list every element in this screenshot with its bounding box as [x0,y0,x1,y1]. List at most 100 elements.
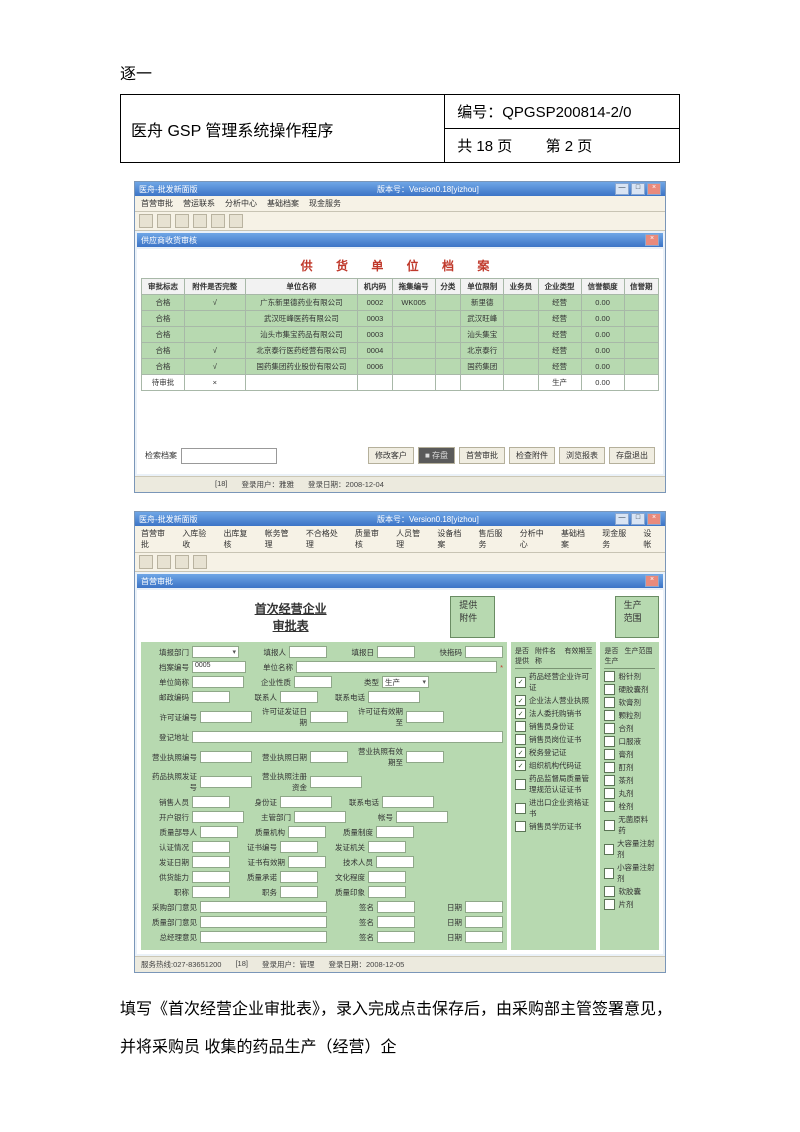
action-button[interactable]: 修改客户 [368,447,414,464]
form-field[interactable] [288,856,326,868]
max-icon[interactable]: □ [631,513,645,525]
form-field[interactable] [368,886,406,898]
form-field[interactable] [192,676,244,688]
panel-close-icon[interactable]: × [645,234,659,246]
checkbox[interactable]: ✓ [515,708,526,719]
min-icon[interactable]: — [615,183,629,195]
close-icon[interactable]: × [647,183,661,195]
form-field[interactable] [406,711,444,723]
form-field[interactable] [192,646,239,658]
menu-item[interactable]: 入库验收 [182,528,213,550]
checkbox[interactable] [604,762,615,773]
checkbox[interactable] [604,684,615,695]
form-field[interactable]: 0005 [192,661,246,673]
checkbox[interactable] [604,899,615,910]
toolbar-icon[interactable] [175,214,189,228]
form-field[interactable] [376,826,414,838]
form-field[interactable] [192,871,230,883]
form-field[interactable] [294,811,346,823]
form-field[interactable] [406,751,444,763]
menu-item[interactable]: 现金服务 [602,528,633,550]
form-field[interactable] [465,916,503,928]
checkbox[interactable] [515,721,526,732]
form-field[interactable] [294,676,332,688]
menu-item[interactable]: 出库复核 [223,528,254,550]
form-field[interactable] [465,646,503,658]
menu-item[interactable]: 质量审核 [355,528,386,550]
form-field[interactable] [310,751,348,763]
menu-item[interactable]: 现金服务 [309,198,341,209]
table-row[interactable]: 待审批×生产0.00 [142,375,659,391]
checkbox[interactable]: ✓ [515,677,526,688]
panel-close-icon[interactable]: × [645,575,659,587]
menu-item[interactable]: 首营审批 [141,198,173,209]
menu-item[interactable]: 设备档案 [437,528,468,550]
form-field[interactable] [200,901,327,913]
table-row[interactable]: 合格√国药集团药业股份有限公司0006国药集团经营0.00 [142,359,659,375]
checkbox[interactable] [515,821,526,832]
menu-item[interactable]: 基础档案 [267,198,299,209]
menu-item[interactable]: 售后服务 [479,528,510,550]
action-button[interactable]: 浏览报表 [559,447,605,464]
toolbar-icon[interactable] [211,214,225,228]
menu-item[interactable]: 营运联系 [183,198,215,209]
action-button[interactable]: 存盘退出 [609,447,655,464]
form-field[interactable] [377,646,415,658]
checkbox[interactable] [604,697,615,708]
checkbox[interactable]: ✓ [515,747,526,758]
max-icon[interactable]: □ [631,183,645,195]
checkbox[interactable] [604,868,614,879]
close-icon[interactable]: × [647,513,661,525]
checkbox[interactable] [604,801,615,812]
checkbox[interactable] [604,844,614,855]
form-field[interactable] [280,841,318,853]
form-field[interactable] [200,711,252,723]
toolbar-icon[interactable] [175,555,189,569]
form-field[interactable] [192,691,230,703]
toolbar-icon[interactable] [193,214,207,228]
form-field[interactable] [382,796,434,808]
menu-item[interactable]: 设帐 [643,528,659,550]
search-input[interactable] [181,448,277,464]
checkbox[interactable] [604,886,615,897]
checkbox[interactable] [604,820,615,831]
form-field[interactable] [377,931,415,943]
toolbar-icon[interactable] [157,214,171,228]
checkbox[interactable] [515,803,526,814]
form-field[interactable] [192,731,503,743]
checkbox[interactable] [604,736,615,747]
toolbar-icon[interactable] [193,555,207,569]
checkbox[interactable] [515,779,526,790]
menu-item[interactable]: 帐务管理 [265,528,296,550]
checkbox[interactable] [604,775,615,786]
form-field[interactable]: 生产 [382,676,429,688]
checkbox[interactable] [604,671,615,682]
table-row[interactable]: 合格√广东新里德药业有限公司0002WK005新里德经营0.00 [142,295,659,311]
form-field[interactable] [200,751,252,763]
toolbar-icon[interactable] [229,214,243,228]
action-button[interactable]: ■ 存盘 [418,447,455,464]
checkbox[interactable]: ✓ [515,695,526,706]
form-field[interactable] [200,916,327,928]
form-field[interactable] [289,646,327,658]
form-field[interactable] [310,711,348,723]
menu-item[interactable]: 分析中心 [520,528,551,550]
checkbox[interactable] [604,749,615,760]
form-field[interactable] [465,931,503,943]
form-field[interactable] [368,871,406,883]
min-icon[interactable]: — [615,513,629,525]
form-field[interactable] [192,886,230,898]
form-field[interactable] [192,856,230,868]
form-field[interactable] [377,901,415,913]
form-field[interactable] [200,931,327,943]
form-field[interactable] [296,661,497,673]
action-button[interactable]: 检查附件 [509,447,555,464]
form-field[interactable] [192,796,230,808]
table-row[interactable]: 合格√北京泰行医药经营有限公司0004北京泰行经营0.00 [142,343,659,359]
form-field[interactable] [288,826,326,838]
table-row[interactable]: 合格武汉旺峰医药有限公司0003武汉旺峰经营0.00 [142,311,659,327]
form-field[interactable] [200,776,252,788]
toolbar-icon[interactable] [157,555,171,569]
menu-item[interactable]: 不合格处理 [306,528,345,550]
checkbox[interactable] [604,723,615,734]
